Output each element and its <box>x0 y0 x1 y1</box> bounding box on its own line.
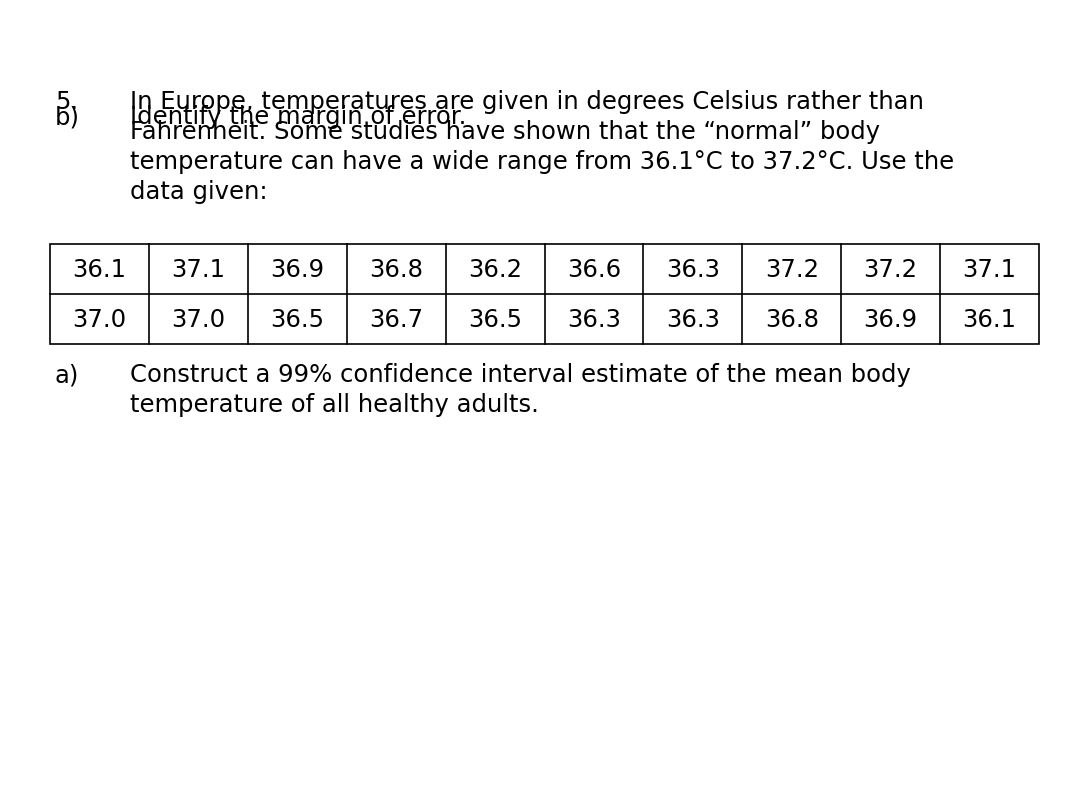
Bar <box>50 245 1039 344</box>
Text: Construct a 99% confidence interval estimate of the mean body: Construct a 99% confidence interval esti… <box>130 362 911 386</box>
Text: 37.0: 37.0 <box>171 308 226 332</box>
Text: 36.9: 36.9 <box>864 308 917 332</box>
Text: 37.1: 37.1 <box>962 258 1017 282</box>
Text: 36.7: 36.7 <box>369 308 423 332</box>
Text: b): b) <box>55 105 80 128</box>
Text: a): a) <box>55 362 79 386</box>
Text: 36.5: 36.5 <box>468 308 522 332</box>
Text: 37.2: 37.2 <box>764 258 819 282</box>
Text: Fahrenheit. Some studies have shown that the “normal” body: Fahrenheit. Some studies have shown that… <box>130 120 880 144</box>
Text: 37.1: 37.1 <box>171 258 226 282</box>
Text: In Europe, temperatures are given in degrees Celsius rather than: In Europe, temperatures are given in deg… <box>130 90 924 114</box>
Text: 36.3: 36.3 <box>666 258 719 282</box>
Text: 36.1: 36.1 <box>73 258 126 282</box>
Text: 36.3: 36.3 <box>567 308 621 332</box>
Text: 5.: 5. <box>55 90 78 114</box>
Text: 36.1: 36.1 <box>962 308 1017 332</box>
Text: 36.3: 36.3 <box>666 308 719 332</box>
Text: 36.8: 36.8 <box>764 308 819 332</box>
Text: 36.2: 36.2 <box>468 258 522 282</box>
Text: 37.0: 37.0 <box>73 308 126 332</box>
Text: 36.5: 36.5 <box>270 308 324 332</box>
Text: 37.2: 37.2 <box>864 258 917 282</box>
Text: 36.6: 36.6 <box>567 258 621 282</box>
Text: data given:: data given: <box>130 180 267 204</box>
Text: temperature of all healthy adults.: temperature of all healthy adults. <box>130 393 539 417</box>
Text: 36.8: 36.8 <box>369 258 423 282</box>
Text: 36.9: 36.9 <box>270 258 324 282</box>
Text: Identify the margin of error.: Identify the margin of error. <box>130 105 466 128</box>
Text: temperature can have a wide range from 36.1°C to 37.2°C. Use the: temperature can have a wide range from 3… <box>130 150 955 173</box>
